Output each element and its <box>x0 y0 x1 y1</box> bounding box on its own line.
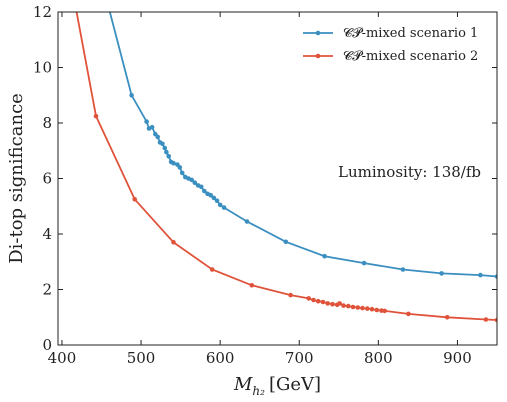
data-point <box>93 113 99 119</box>
data-point <box>337 301 342 306</box>
x-axis-label-symbol: M <box>233 374 253 395</box>
plot-area <box>75 12 497 323</box>
x-axis-label-unit: [GeV] <box>269 374 321 395</box>
data-point <box>209 267 215 272</box>
data-point <box>494 317 497 323</box>
legend-entry: 𝓒𝓟-mixed scenario 1 <box>343 26 478 41</box>
x-tick-label: 500 <box>127 349 156 367</box>
y-tick-label: 8 <box>42 114 52 132</box>
data-point <box>444 315 450 320</box>
data-point <box>249 283 255 288</box>
data-point <box>221 205 227 210</box>
data-point <box>171 160 176 166</box>
legend: 𝓒𝓟-mixed scenario 1 𝓒𝓟-mixed scenario 2 <box>303 26 478 64</box>
data-point <box>374 307 380 313</box>
data-point <box>149 124 155 130</box>
data-point <box>192 180 198 185</box>
data-point <box>177 165 183 170</box>
data-point <box>320 299 326 305</box>
data-point <box>478 272 483 278</box>
y-tick-label: 0 <box>42 336 52 354</box>
data-point <box>341 303 346 308</box>
data-point <box>439 271 444 276</box>
data-point <box>162 145 168 151</box>
x-tick-label: 600 <box>206 349 235 367</box>
y-tick-label: 4 <box>42 225 52 243</box>
data-point <box>406 311 411 317</box>
y-tick-label: 6 <box>42 170 52 188</box>
data-point <box>144 119 149 124</box>
luminosity-annotation: Luminosity: 138/fb <box>338 163 481 181</box>
data-point <box>322 253 327 259</box>
data-point <box>369 306 375 312</box>
series-line-1 <box>108 12 497 278</box>
data-point <box>217 202 223 208</box>
data-point <box>179 170 185 176</box>
y-tick-label: 2 <box>42 281 52 299</box>
data-point <box>283 239 289 245</box>
data-point <box>325 301 331 306</box>
x-tick-label: 900 <box>443 349 472 367</box>
data-point <box>211 195 217 201</box>
data-point <box>166 154 171 159</box>
data-point <box>202 188 207 194</box>
data-point <box>311 297 316 303</box>
legend-marker <box>315 30 321 36</box>
x-axis-label: Mh₂ [GeV] <box>233 374 321 398</box>
data-point <box>306 296 312 301</box>
y-tick-label: 10 <box>33 59 52 77</box>
data-point <box>360 305 365 311</box>
data-point <box>189 177 194 183</box>
data-point <box>494 274 497 279</box>
data-point <box>214 198 220 203</box>
data-point <box>315 298 321 304</box>
x-tick-label: 800 <box>364 349 393 367</box>
data-point <box>155 134 160 140</box>
data-point <box>350 304 356 310</box>
y-axis: 0 2 4 6 8 10 12 <box>33 3 497 354</box>
y-tick-label: 12 <box>33 3 52 21</box>
x-tick-label: 700 <box>285 349 314 367</box>
data-point <box>483 317 489 322</box>
data-point <box>355 305 361 310</box>
data-point <box>382 308 388 314</box>
data-point <box>365 306 370 311</box>
data-point <box>361 260 367 266</box>
x-tick-label: 400 <box>48 349 77 367</box>
legend-entry: 𝓒𝓟-mixed scenario 2 <box>343 49 478 64</box>
data-point <box>346 303 351 309</box>
data-point <box>244 219 250 224</box>
data-point <box>171 240 176 245</box>
data-point <box>288 292 293 298</box>
data-point <box>132 197 137 202</box>
data-point <box>160 141 165 147</box>
data-point <box>330 301 335 307</box>
data-point <box>129 93 134 98</box>
data-point <box>164 149 169 155</box>
data-point <box>198 184 204 190</box>
legend-marker <box>315 53 321 59</box>
data-point <box>400 267 406 272</box>
x-axis: 400 500 600 700 800 900 <box>48 12 472 367</box>
x-axis-label-subscript: h₂ <box>252 384 265 398</box>
data-point <box>208 192 213 198</box>
y-axis-label: Di-top significance <box>6 93 27 264</box>
